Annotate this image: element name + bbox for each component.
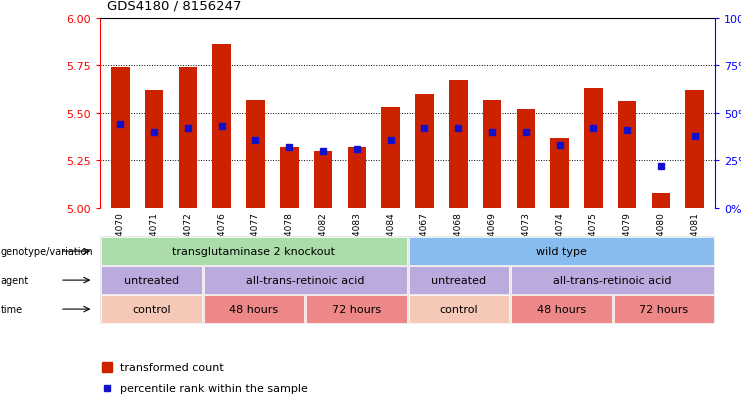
Bar [651,193,671,209]
Text: transglutaminase 2 knockout: transglutaminase 2 knockout [173,247,335,256]
Text: transformed count: transformed count [120,363,224,373]
Bar [551,138,569,209]
Text: untreated: untreated [124,275,179,285]
Bar [111,68,130,209]
Bar [101,267,202,294]
Bar [482,100,502,209]
Text: genotype/variation: genotype/variation [1,247,93,256]
Bar [101,238,407,265]
Bar [415,95,433,209]
Bar [101,296,202,323]
Bar [204,296,304,323]
Text: wild type: wild type [536,247,587,256]
Text: GDS4180 / 8156247: GDS4180 / 8156247 [107,0,242,12]
Text: untreated: untreated [431,275,486,285]
Bar [213,45,231,209]
Bar [382,108,400,209]
Bar [306,296,407,323]
Text: agent: agent [1,275,29,285]
Bar [144,91,164,209]
Text: 48 hours: 48 hours [229,304,279,314]
Bar [408,238,714,265]
Text: 72 hours: 72 hours [332,304,381,314]
Bar [685,91,704,209]
Text: 72 hours: 72 hours [639,304,688,314]
Bar [584,89,602,209]
Bar [618,102,637,209]
Bar [511,267,714,294]
Text: all-trans-retinoic acid: all-trans-retinoic acid [554,275,672,285]
Text: time: time [1,304,23,314]
Bar [408,296,509,323]
Bar [516,110,535,209]
Bar [614,296,714,323]
Text: control: control [132,304,170,314]
Text: percentile rank within the sample: percentile rank within the sample [120,383,308,393]
Text: all-trans-retinoic acid: all-trans-retinoic acid [246,275,365,285]
Text: control: control [439,304,478,314]
Bar [280,148,299,209]
Bar [246,100,265,209]
Bar [204,267,407,294]
Bar [179,68,197,209]
Bar [449,81,468,209]
Bar [511,296,611,323]
Bar [408,267,509,294]
Text: 48 hours: 48 hours [536,304,586,314]
Bar [348,148,366,209]
Bar [313,152,333,209]
